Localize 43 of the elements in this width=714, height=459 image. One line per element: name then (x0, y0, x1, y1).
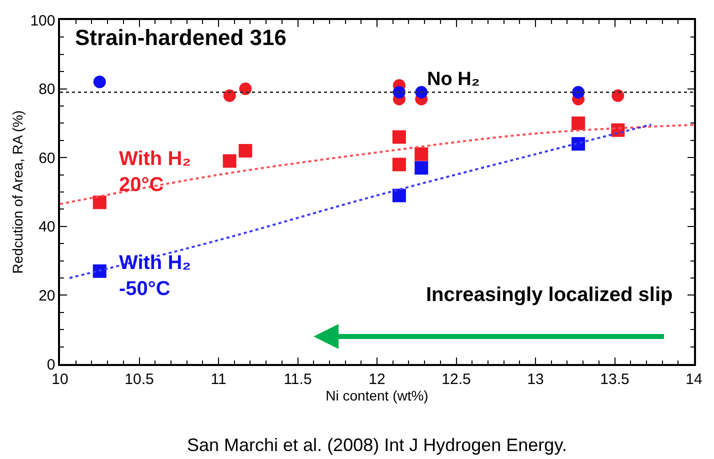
x-tick-label: 10.5 (124, 370, 154, 388)
point (392, 188, 406, 202)
x-tick-label: 12.5 (442, 370, 471, 388)
y-tick-label: 80 (38, 81, 56, 98)
y-tick-label: 40 (38, 218, 56, 236)
series-label: With H₂ -50°C (119, 252, 192, 300)
line-series (68, 124, 652, 279)
point (572, 116, 586, 130)
x-tick-label: 11 (210, 370, 226, 388)
point (92, 196, 106, 210)
point (93, 76, 106, 88)
y-axis-title: Redcution of Area, RA (%) (9, 110, 26, 274)
x-tick-label: 13 (527, 370, 544, 388)
x-tick-label: 13.5 (600, 370, 630, 388)
chart-title: Strain-hardened 316 (75, 25, 287, 50)
point (612, 89, 624, 102)
x-tick-label: 10 (52, 370, 68, 388)
point (238, 144, 252, 158)
y-tick-label: 60 (38, 150, 56, 167)
x-tick-label: 12 (368, 370, 386, 388)
series-label: With H₂ 20°C (119, 148, 192, 196)
point (92, 264, 106, 278)
point (392, 158, 406, 172)
point (572, 86, 585, 98)
ref-line-label: No H₂ (427, 69, 480, 90)
x-tick-label: 14 (686, 370, 702, 388)
line-series (60, 124, 694, 206)
y-tick-label: 20 (38, 287, 56, 304)
point (239, 82, 252, 96)
point (392, 86, 406, 98)
point (223, 89, 236, 102)
point (415, 86, 428, 98)
annotation: Increasingly localized slip (426, 284, 673, 306)
x-tick-label: 11.5 (284, 370, 312, 388)
point (572, 137, 586, 151)
point (392, 130, 406, 144)
point (414, 161, 428, 175)
y-tick-label: 0 (46, 356, 56, 374)
text: San Marchi et al. (2008) Int J Hydrogen Energy. (187, 435, 567, 455)
point (222, 154, 236, 168)
point (414, 147, 428, 161)
y-tick-label: 100 (30, 12, 56, 30)
x-axis-title: Ni content (wt%) (326, 388, 428, 404)
